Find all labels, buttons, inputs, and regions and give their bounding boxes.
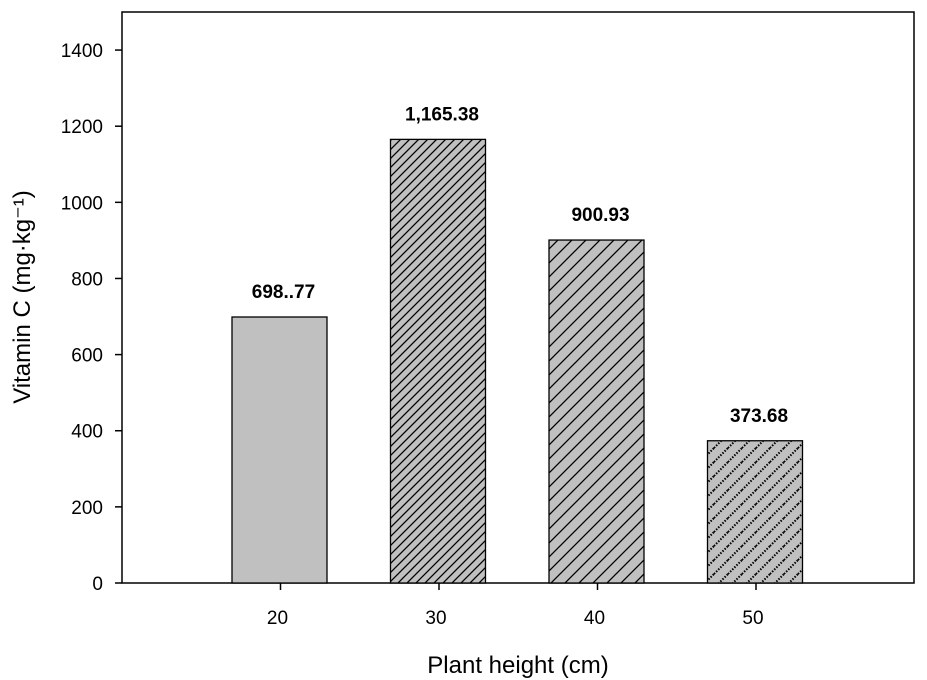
- bar-40: [548, 239, 645, 584]
- x-tick-label: 50: [742, 608, 763, 629]
- data-label-20: 698..77: [252, 282, 315, 303]
- bar-30: [389, 138, 487, 584]
- x-axis: 20 30 40 50: [267, 583, 764, 629]
- data-labels-group: 698..77 1,165.38 900.93 373.68: [252, 104, 788, 426]
- y-tick-label: 1000: [61, 193, 103, 214]
- y-axis-title: Vitamin C (mg·kg⁻¹): [9, 190, 36, 404]
- y-tick-label: 200: [71, 498, 103, 519]
- bar-20: [231, 316, 328, 584]
- y-axis: 0 200 400 600 800 1000 1200 1400: [61, 41, 122, 595]
- bars-group: [231, 138, 804, 584]
- y-tick-label: 0: [92, 574, 103, 595]
- data-label-40: 900.93: [571, 205, 629, 226]
- bar-50: [706, 440, 804, 584]
- data-label-30: 1,165.38: [405, 104, 479, 125]
- x-tick-label: 30: [425, 608, 446, 629]
- y-tick-label: 600: [71, 346, 103, 367]
- y-tick-label: 1400: [61, 41, 103, 62]
- data-label-50: 373.68: [730, 406, 788, 427]
- y-tick-label: 1200: [61, 117, 103, 138]
- y-tick-label: 400: [71, 422, 103, 443]
- y-tick-label: 800: [71, 269, 103, 290]
- x-tick-label: 20: [267, 608, 288, 629]
- x-axis-title: Plant height (cm): [427, 652, 608, 679]
- plot-frame: [121, 11, 915, 584]
- x-tick-label: 40: [584, 608, 605, 629]
